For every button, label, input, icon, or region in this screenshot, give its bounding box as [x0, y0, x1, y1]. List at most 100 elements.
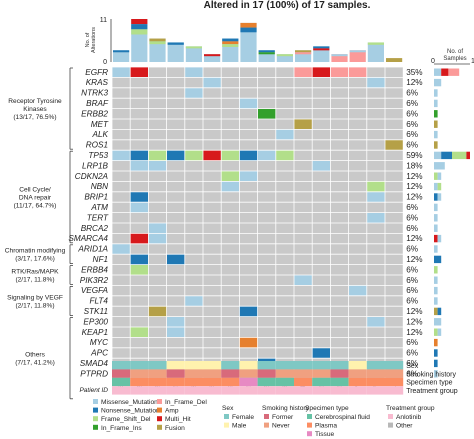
legend-swatch — [93, 407, 98, 413]
legend-label: Anlotinib — [396, 414, 422, 421]
track-cell — [203, 361, 222, 370]
gene-percent: 35% — [406, 68, 422, 77]
track-cell — [312, 377, 331, 387]
mutation-cell — [221, 181, 240, 192]
right-bar — [434, 68, 442, 76]
top-bar — [113, 50, 130, 62]
top-bar — [185, 46, 202, 62]
gene-label: PTPRD — [80, 369, 108, 378]
legend-label: Fusion — [165, 425, 185, 432]
mutation-cell — [112, 150, 131, 161]
legend-label: Former — [272, 414, 294, 421]
track-cell — [257, 386, 276, 395]
right-bar — [434, 338, 438, 347]
mutation-cell — [348, 285, 367, 296]
mutation-cell — [184, 295, 203, 307]
track-cell — [221, 386, 240, 395]
gene-label: VEGFA — [81, 286, 109, 295]
track-cell — [366, 361, 385, 370]
mutation-cell — [166, 150, 185, 161]
track-cell — [166, 377, 185, 387]
legend-swatch — [157, 399, 162, 404]
legend-swatch — [264, 422, 269, 428]
mutation-cell — [312, 160, 331, 171]
right-bar — [434, 359, 438, 368]
top-bar — [276, 54, 293, 62]
track-cell — [348, 377, 367, 387]
track-cell — [348, 361, 367, 370]
track-cell — [294, 369, 313, 378]
gene-percent: 6% — [406, 130, 418, 139]
legend-label: Multi_Hit — [165, 416, 191, 423]
mutation-cell — [130, 254, 149, 265]
right-axis-tick: 0 — [431, 58, 435, 65]
legend-swatch — [93, 416, 98, 422]
mutation-cell — [239, 171, 258, 182]
percent-labels: 35%12%6%6%6%6%6%6%59%18%12%12%12%6%6%6%1… — [406, 68, 422, 379]
mutation-cell — [239, 337, 258, 348]
top-axis-label: No. ofAlterations — [85, 27, 97, 53]
legend-swatch — [307, 431, 312, 437]
gene-label: TERT — [87, 213, 109, 222]
right-bar — [466, 151, 470, 160]
mutation-grid — [111, 66, 404, 380]
track-label: Sex — [406, 363, 419, 370]
mutation-cell — [348, 67, 367, 78]
track-cell — [275, 361, 294, 370]
mutation-cell — [166, 254, 185, 265]
legend-swatch — [388, 414, 393, 419]
gene-label: BRCA2 — [81, 224, 109, 233]
mutation-cell — [130, 160, 149, 171]
gene-label: ARID1A — [77, 245, 108, 254]
gene-percent: 12% — [406, 317, 422, 326]
track-cell — [166, 361, 185, 370]
track-cell — [130, 361, 149, 370]
top-bar-segment — [222, 44, 239, 47]
gene-label: ROS1 — [86, 141, 108, 150]
top-axis-tick: 11 — [100, 17, 107, 24]
gene-label: APC — [90, 349, 108, 358]
track-cell — [312, 361, 331, 370]
top-bar-segment — [149, 41, 166, 45]
mutation-cell — [184, 150, 203, 161]
track-cell — [239, 361, 258, 370]
gene-label: ALK — [92, 130, 109, 139]
track-cell — [166, 386, 185, 395]
right-axis-tick: 10 — [471, 58, 474, 65]
top-bar — [386, 58, 403, 62]
track-cell — [385, 369, 404, 378]
mutation-cell — [130, 327, 149, 338]
gene-percent: 59% — [406, 151, 422, 160]
mutation-cell — [221, 171, 240, 182]
right-bar — [434, 99, 438, 108]
track-cell — [294, 386, 313, 395]
top-bar-segment — [167, 42, 184, 45]
gene-percent: 6% — [406, 276, 418, 285]
legend-swatch — [93, 399, 98, 404]
top-bar — [295, 50, 312, 62]
right-bar — [434, 349, 438, 357]
mutation-cell — [312, 347, 331, 359]
gene-label: ERBB4 — [81, 265, 108, 274]
group-label: Chromatin modifying (3/17, 17.6%) — [5, 248, 66, 263]
mutation-cell — [294, 67, 313, 78]
legend-swatch — [157, 407, 162, 413]
gene-label: TP53 — [88, 151, 108, 160]
top-bar — [167, 42, 184, 62]
gene-percent: 6% — [406, 99, 418, 108]
gene-percent: 6% — [406, 369, 418, 378]
track-cell — [184, 369, 203, 378]
track-cell — [239, 386, 258, 395]
track-cell — [330, 377, 349, 387]
right-bar — [434, 234, 438, 243]
track-cell — [330, 361, 349, 370]
right-bar — [434, 78, 442, 87]
track-cell — [257, 369, 276, 378]
gene-percent: 6% — [406, 141, 418, 150]
top-bar — [258, 50, 275, 62]
track-cell — [312, 386, 331, 395]
mutation-cell — [294, 275, 313, 286]
top-bar — [331, 54, 348, 62]
